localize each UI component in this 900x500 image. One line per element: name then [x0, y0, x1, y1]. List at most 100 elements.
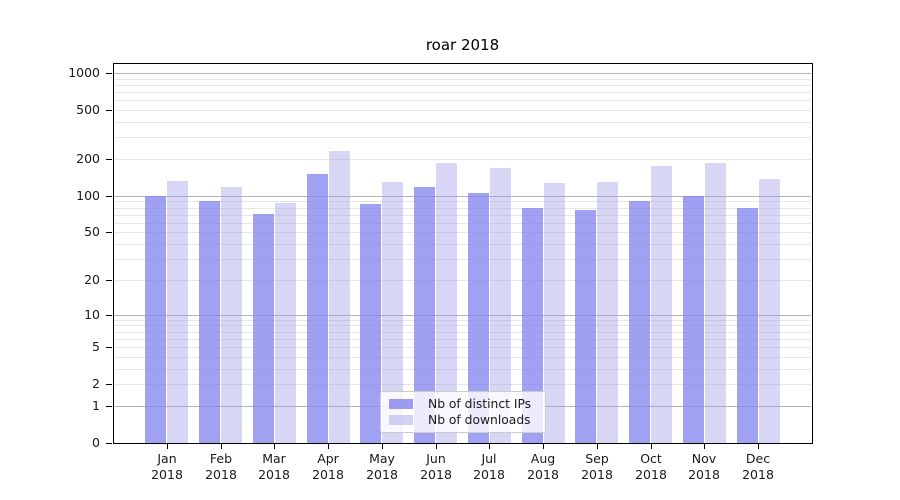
bar-distinct-ips-mar	[252, 213, 274, 443]
grid-line-minor	[114, 232, 811, 233]
bar-distinct-ips-sep	[575, 210, 597, 443]
legend-swatch-distinct-ips	[389, 399, 413, 409]
bar-downloads-may	[382, 182, 404, 443]
y-tick-label-500: 500	[76, 102, 100, 117]
grid-line-minor	[114, 347, 811, 348]
bar-distinct-ips-oct	[629, 201, 651, 443]
bar-distinct-ips-jan	[145, 195, 167, 443]
x-tick-sep	[597, 444, 598, 449]
y-tick-5	[106, 347, 112, 348]
y-tick-0	[106, 443, 112, 444]
grid-line-minor	[114, 223, 811, 224]
grid-line-minor	[114, 100, 811, 101]
y-tick-label-5: 5	[92, 339, 100, 354]
x-tick-jun	[436, 444, 437, 449]
y-tick-500	[106, 110, 112, 111]
grid-line-minor	[114, 208, 811, 209]
x-tick-label-jan: Jan 2018	[151, 451, 183, 482]
grid-line-minor	[114, 79, 811, 80]
bar-distinct-ips-apr	[306, 173, 328, 443]
grid-line-minor	[114, 280, 811, 281]
x-tick-label-sep: Sep 2018	[581, 451, 613, 482]
x-tick-jul	[489, 444, 490, 449]
bar-downloads-jun	[436, 162, 458, 443]
grid-line-minor	[114, 357, 811, 358]
x-tick-label-apr: Apr 2018	[312, 451, 344, 482]
legend-label-distinct-ips: Nb of distinct IPs	[428, 397, 532, 411]
bar-downloads-dec	[758, 179, 780, 443]
x-tick-feb	[221, 444, 222, 449]
x-tick-mar	[274, 444, 275, 449]
x-tick-nov	[704, 444, 705, 449]
grid-line-minor	[114, 92, 811, 93]
legend-item-distinct-ips: Nb of distinct IPs	[389, 397, 537, 411]
y-tick-1000	[106, 73, 112, 74]
y-tick-label-50: 50	[84, 224, 100, 239]
x-tick-label-may: May 2018	[366, 451, 398, 482]
grid-line-minor	[114, 110, 811, 111]
bar-downloads-jul	[489, 168, 511, 443]
grid-line-major	[114, 73, 811, 74]
bar-distinct-ips-jul	[467, 192, 489, 443]
y-tick-label-2: 2	[92, 376, 100, 391]
y-tick-1	[106, 406, 112, 407]
y-tick-10	[106, 315, 112, 316]
legend-swatch-downloads	[389, 415, 413, 425]
grid-line-minor	[114, 369, 811, 370]
bar-distinct-ips-aug	[521, 207, 543, 443]
y-tick-200	[106, 159, 112, 160]
bar-downloads-apr	[328, 150, 350, 443]
x-tick-label-oct: Oct 2018	[635, 451, 667, 482]
x-tick-label-mar: Mar 2018	[258, 451, 290, 482]
x-tick-label-nov: Nov 2018	[688, 451, 720, 482]
grid-line-minor	[114, 215, 811, 216]
bar-downloads-aug	[543, 183, 565, 443]
grid-line-minor	[114, 85, 811, 86]
x-tick-aug	[543, 444, 544, 449]
bar-distinct-ips-feb	[199, 201, 221, 443]
y-tick-20	[106, 280, 112, 281]
x-tick-label-feb: Feb 2018	[205, 451, 237, 482]
x-tick-label-jul: Jul 2018	[473, 451, 505, 482]
x-tick-apr	[328, 444, 329, 449]
y-tick-label-100: 100	[76, 188, 100, 203]
y-tick-label-200: 200	[76, 151, 100, 166]
bar-distinct-ips-may	[360, 204, 382, 443]
y-tick-label-1000: 1000	[68, 65, 100, 80]
y-tick-label-10: 10	[84, 307, 100, 322]
x-tick-label-aug: Aug 2018	[527, 451, 559, 482]
bar-downloads-feb	[221, 187, 243, 443]
x-tick-label-jun: Jun 2018	[420, 451, 452, 482]
y-tick-label-0: 0	[92, 435, 100, 450]
grid-line-minor	[114, 259, 811, 260]
grid-line-major	[114, 315, 811, 316]
x-tick-label-dec: Dec 2018	[742, 451, 774, 482]
bar-downloads-mar	[274, 202, 296, 443]
grid-line-minor	[114, 159, 811, 160]
grid-line-minor	[114, 339, 811, 340]
legend-label-downloads: Nb of downloads	[428, 413, 531, 427]
bar-distinct-ips-dec	[736, 207, 758, 443]
bar-distinct-ips-jun	[414, 187, 436, 443]
grid-line-minor	[114, 332, 811, 333]
x-tick-jan	[167, 444, 168, 449]
y-tick-label-1: 1	[92, 398, 100, 413]
grid-line-minor	[114, 244, 811, 245]
bar-downloads-jan	[167, 181, 189, 443]
chart-title: roar 2018	[425, 36, 500, 54]
y-tick-2	[106, 384, 112, 385]
grid-line-minor	[114, 320, 811, 321]
grid-line-minor	[114, 137, 811, 138]
y-tick-50	[106, 232, 112, 233]
grid-line-minor	[114, 384, 811, 385]
bar-downloads-oct	[651, 165, 673, 443]
bar-downloads-nov	[704, 162, 726, 443]
legend-item-downloads: Nb of downloads	[389, 413, 537, 427]
y-tick-label-20: 20	[84, 272, 100, 287]
x-tick-dec	[758, 444, 759, 449]
grid-line-major	[114, 196, 811, 197]
x-tick-may	[382, 444, 383, 449]
bar-downloads-sep	[597, 182, 619, 443]
grid-line-minor	[114, 201, 811, 202]
